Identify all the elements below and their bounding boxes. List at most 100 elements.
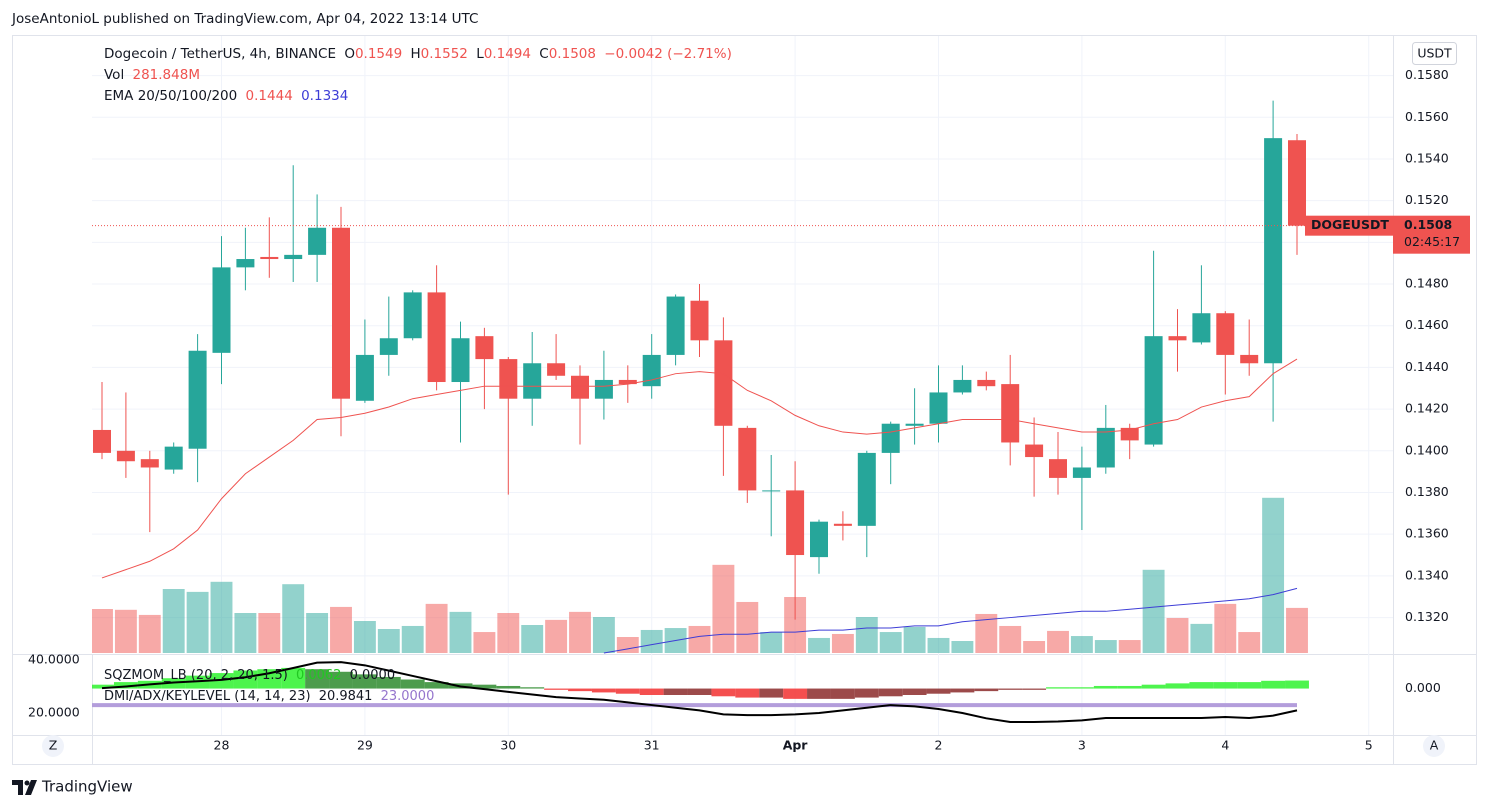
momentum-bar — [878, 688, 903, 697]
momentum-bar — [1141, 684, 1166, 689]
indicator-value: 20.9841 — [319, 689, 373, 704]
ohlc-value: 0.1552 — [421, 46, 468, 62]
ema-line — [101, 358, 1298, 579]
volume-bar — [1286, 607, 1308, 653]
momentum-bar — [759, 688, 784, 698]
candle-body — [451, 338, 470, 383]
candle-body — [499, 359, 518, 399]
volume-bar — [92, 609, 113, 653]
price-pane — [92, 100, 1393, 654]
momentum-bar — [1069, 687, 1094, 689]
price-tag-value: 0.1508 — [1404, 217, 1452, 232]
momentum-bar — [1213, 682, 1238, 689]
volume-bar — [1070, 636, 1093, 653]
x-tick-label: 4 — [1221, 738, 1229, 753]
volume-bar — [330, 606, 352, 653]
volume-bar — [951, 641, 974, 653]
momentum-bar — [1022, 688, 1047, 690]
momentum-bar — [376, 676, 401, 689]
candle-body — [379, 338, 398, 355]
logo-dot — [24, 780, 30, 786]
momentum-bar — [352, 674, 377, 689]
momentum-bar — [424, 682, 449, 689]
ema-value: 0.1334 — [301, 88, 348, 104]
scale-button-label[interactable]: A — [1430, 738, 1439, 753]
currency-button[interactable] — [1412, 42, 1457, 65]
ohlc-value: 0.1508 — [549, 46, 596, 62]
logo — [12, 780, 37, 795]
momentum-bar — [520, 687, 545, 689]
candle-body — [857, 452, 876, 526]
price-tag-name: DOGEUSDT — [1311, 217, 1389, 232]
volume-bar — [855, 617, 878, 653]
volume-bar — [927, 637, 950, 653]
candle-body — [977, 379, 996, 387]
volume-bar — [1023, 641, 1046, 653]
momentum-bar — [568, 688, 592, 692]
volume-bar — [545, 619, 568, 653]
candle-body — [1120, 427, 1139, 441]
candle-body — [1049, 459, 1067, 478]
price-tag-countdown: 02:45:17 — [1404, 234, 1460, 249]
candle-body — [355, 354, 374, 401]
momentum-bar — [1046, 687, 1070, 689]
momentum-bar — [1237, 682, 1262, 689]
candle-body — [762, 490, 781, 492]
candle-body — [810, 521, 828, 558]
volume-bar — [903, 626, 926, 653]
candle-body — [881, 423, 900, 453]
momentum-bar — [926, 688, 951, 694]
candle-body — [1072, 467, 1091, 478]
candle-body — [547, 363, 566, 376]
volume-bar — [784, 597, 807, 653]
scale-button[interactable] — [42, 735, 64, 757]
momentum-bar — [113, 682, 138, 689]
momentum-bar — [783, 688, 808, 699]
volume-bar — [258, 613, 281, 653]
scale-button-label[interactable]: Z — [49, 738, 58, 753]
y-tick-label: 0.1520 — [1405, 192, 1449, 207]
ohlc-key: L — [476, 46, 484, 62]
indicator-name: DMI/ADX/KEYLEVEL (14, 14, 23) — [104, 689, 311, 704]
currency[interactable]: USDT — [1417, 46, 1452, 61]
volume-value: 281.848M — [133, 67, 200, 83]
volume-bar — [425, 603, 448, 653]
momentum-bar — [1093, 685, 1118, 689]
momentum-bar — [1117, 685, 1142, 689]
y-tick-label: 0.1480 — [1405, 276, 1449, 291]
candle-body — [738, 427, 757, 491]
candle-body — [93, 429, 111, 453]
scale-button[interactable] — [1423, 735, 1445, 757]
volume-bar — [1166, 617, 1189, 653]
legend-main: Dogecoin / TetherUS, 4h, BINANCE O0.1549… — [104, 46, 732, 62]
y-tick-label: 0.1560 — [1405, 109, 1449, 124]
candle-body — [786, 490, 805, 556]
x-tick-label: 3 — [1078, 738, 1086, 753]
momentum-bar — [496, 685, 521, 689]
ema-name: EMA 20/50/100/200 — [104, 88, 237, 104]
volume-bar — [1047, 630, 1069, 653]
candle-body — [1288, 140, 1306, 226]
y-tick-label: 0.1460 — [1405, 317, 1449, 332]
candle-body — [1168, 336, 1187, 341]
candle-body — [594, 379, 613, 399]
ema-value: 0.1444 — [246, 88, 293, 104]
candle-body — [1240, 354, 1259, 364]
legend-ema: EMA 20/50/100/200 0.1444 0.1334 — [104, 88, 348, 104]
x-tick-label: 2 — [935, 738, 943, 753]
volume-bar — [1238, 632, 1261, 653]
candle-body — [1096, 427, 1115, 468]
candle-body — [905, 423, 924, 426]
symbol-title: Dogecoin / TetherUS, 4h, BINANCE — [104, 46, 336, 62]
volume-bar — [234, 613, 257, 653]
y-tick-label: 0.1320 — [1405, 609, 1449, 624]
y-tick-label: 0.1340 — [1405, 567, 1449, 582]
indicator-value: 23.0000 — [381, 689, 435, 704]
volume-bar — [592, 617, 615, 653]
candle-body — [1192, 313, 1211, 343]
candle-body — [929, 392, 948, 424]
momentum-bar — [1189, 682, 1214, 689]
left-tick-label: 20.0000 — [28, 705, 80, 720]
x-tick-label: 5 — [1365, 738, 1373, 753]
candle-body — [1025, 444, 1044, 458]
